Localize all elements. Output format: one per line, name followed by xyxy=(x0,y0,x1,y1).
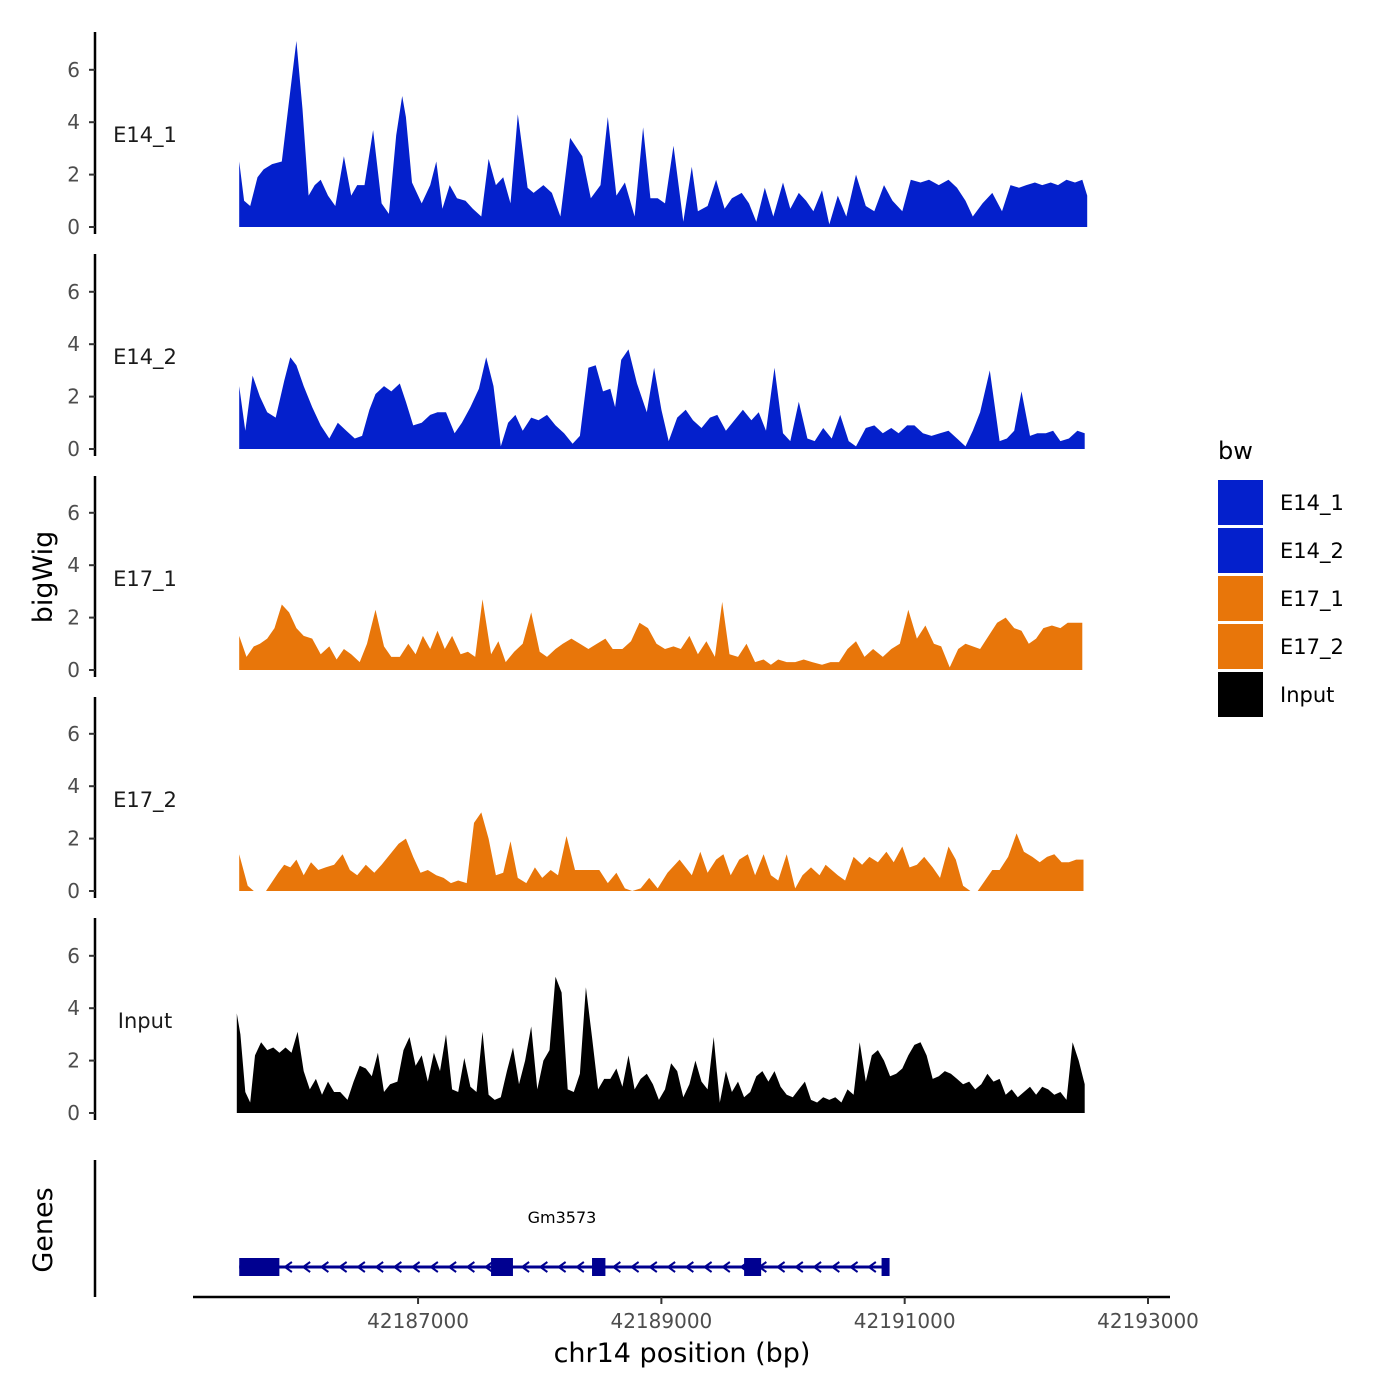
y-tick-label: 2 xyxy=(67,163,80,187)
strand-arrow xyxy=(794,1261,804,1273)
strand-arrow xyxy=(684,1261,694,1273)
y-axis-title: bigWig xyxy=(28,531,59,624)
exon-block xyxy=(881,1258,890,1276)
strand-arrow xyxy=(283,1261,293,1273)
y-tick-label: 6 xyxy=(67,944,80,968)
exon-block xyxy=(744,1258,762,1276)
strand-arrow xyxy=(830,1261,840,1273)
signal-area-e17-1 xyxy=(239,599,1083,670)
signal-area-input xyxy=(236,976,1085,1113)
y-tick-label: 0 xyxy=(67,215,80,239)
strand-arrow xyxy=(775,1261,786,1273)
y-tick-label: 6 xyxy=(67,501,80,525)
track-label: E17_2 xyxy=(113,788,177,813)
y-tick-label: 4 xyxy=(67,110,80,134)
legend-swatch xyxy=(1218,672,1263,717)
y-tick-label: 0 xyxy=(67,879,80,903)
track-label: E14_1 xyxy=(113,123,177,148)
y-tick-label: 0 xyxy=(67,658,80,682)
strand-arrow xyxy=(812,1261,822,1273)
legend-label: Input xyxy=(1280,683,1334,707)
strand-arrow xyxy=(356,1261,366,1273)
legend: bw E14_1 E14_2 E17_1 E17_2 Input xyxy=(1218,437,1344,717)
y-tick-label: 4 xyxy=(67,553,80,577)
genes-axis-title: Genes xyxy=(28,1187,59,1272)
y-tick-label: 4 xyxy=(67,332,80,356)
y-tick-label: 4 xyxy=(67,996,80,1020)
y-tick-label: 0 xyxy=(67,1101,80,1125)
strand-arrow xyxy=(867,1261,877,1273)
legend-label: E14_1 xyxy=(1280,491,1344,516)
y-tick-label: 6 xyxy=(67,280,80,304)
y-tick-label: 6 xyxy=(67,58,80,82)
exon-block xyxy=(491,1258,513,1276)
legend-label: E17_1 xyxy=(1280,587,1344,612)
strand-arrow xyxy=(410,1261,421,1273)
y-tick-label: 2 xyxy=(67,385,80,409)
strand-arrow xyxy=(483,1261,494,1273)
legend-swatch xyxy=(1218,624,1263,669)
signal-area-e14-2 xyxy=(239,349,1085,449)
strand-arrow xyxy=(538,1261,548,1273)
x-tick-label: 42191000 xyxy=(854,1309,956,1333)
y-tick-label: 2 xyxy=(67,606,80,630)
exon-block xyxy=(592,1258,606,1276)
strand-arrow xyxy=(319,1261,329,1273)
strand-arrow xyxy=(648,1261,658,1273)
track-label: E17_1 xyxy=(113,567,177,592)
strand-arrow xyxy=(429,1261,439,1273)
track-panel-input: 0 2 4 6 Input xyxy=(67,918,1085,1125)
legend-title: bw xyxy=(1218,437,1253,465)
strand-arrow xyxy=(721,1261,731,1273)
track-label: E14_2 xyxy=(113,345,177,370)
legend-swatch xyxy=(1218,528,1263,573)
track-panel-e17-2: 0 2 4 6 E17_2 xyxy=(67,697,1084,903)
legend-label: E14_2 xyxy=(1280,539,1344,564)
y-tick-label: 4 xyxy=(67,774,80,798)
strand-arrow xyxy=(337,1261,348,1273)
x-tick-label: 42187000 xyxy=(367,1309,469,1333)
gene-track-panel: Genes Gm3573 xyxy=(28,1160,890,1297)
strand-arrow xyxy=(629,1261,640,1273)
x-axis: 42187000 42189000 42191000 42193000 chr14 po… xyxy=(193,1295,1199,1369)
track-panel-e17-1: 0 2 4 6 E17_1 xyxy=(67,476,1083,682)
signal-area-e14-1 xyxy=(239,41,1088,227)
strand-arrow xyxy=(611,1261,621,1273)
x-tick-label: 42189000 xyxy=(610,1309,712,1333)
strand-arrow xyxy=(520,1261,530,1273)
legend-label: E17_2 xyxy=(1280,635,1344,660)
signal-area-e17-2 xyxy=(239,812,1084,891)
legend-swatch xyxy=(1218,480,1263,525)
strand-arrow xyxy=(575,1261,585,1273)
y-tick-label: 2 xyxy=(67,1049,80,1073)
y-tick-label: 6 xyxy=(67,722,80,746)
x-tick-label: 42193000 xyxy=(1097,1309,1199,1333)
exon-block xyxy=(239,1258,280,1276)
track-label: Input xyxy=(118,1009,172,1033)
gene-name-label: Gm3573 xyxy=(528,1208,597,1227)
x-axis-title: chr14 position (bp) xyxy=(554,1338,811,1369)
legend-swatch xyxy=(1218,576,1263,621)
y-tick-label: 2 xyxy=(67,827,80,851)
strand-arrow xyxy=(447,1261,457,1273)
y-tick-label: 0 xyxy=(67,437,80,461)
strand-arrow xyxy=(702,1261,713,1273)
track-panel-e14-1: 0 2 4 6 E14_1 xyxy=(67,32,1088,239)
strand-arrow xyxy=(374,1261,384,1273)
track-panel-e14-2: 0 2 4 6 E14_2 xyxy=(67,254,1085,461)
strand-arrow xyxy=(848,1261,859,1273)
strand-arrow xyxy=(556,1261,567,1273)
strand-arrow xyxy=(301,1261,311,1273)
strand-arrow xyxy=(465,1261,475,1273)
strand-arrow xyxy=(392,1261,402,1273)
strand-arrow xyxy=(666,1261,676,1273)
